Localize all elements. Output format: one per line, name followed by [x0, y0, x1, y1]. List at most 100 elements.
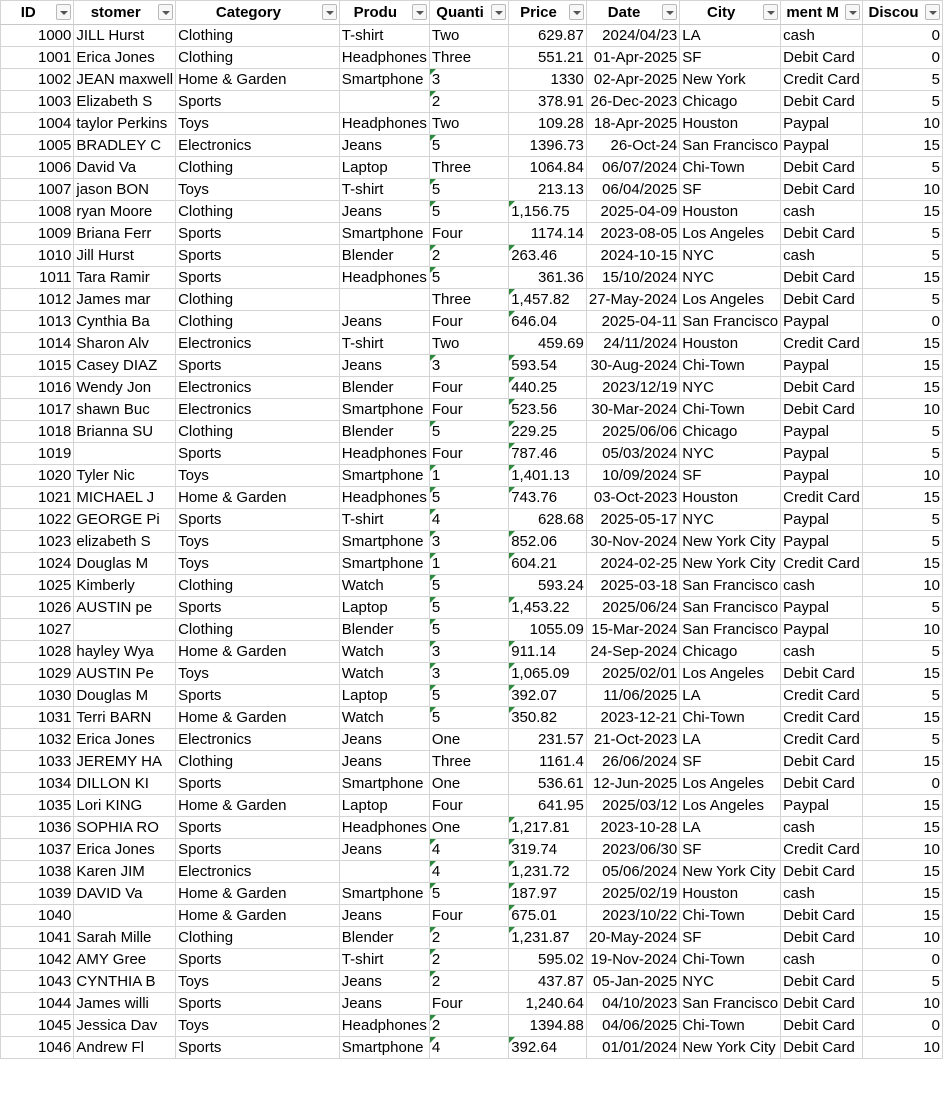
cell-category[interactable]: Clothing — [175, 288, 340, 311]
cell-product[interactable]: Headphones — [338, 266, 430, 289]
cell-customer[interactable]: GEORGE Pi — [73, 508, 177, 531]
cell-discount[interactable]: 0 — [862, 24, 943, 47]
cell-product[interactable]: T-shirt — [338, 948, 430, 971]
cell-price[interactable]: 1,457.82 — [508, 288, 587, 311]
cell-quantity[interactable]: Four — [428, 992, 510, 1015]
cell-date[interactable]: 2025-04-09 — [585, 200, 681, 223]
cell-date[interactable]: 15/10/2024 — [585, 266, 681, 289]
cell-category[interactable]: Home & Garden — [175, 68, 340, 91]
cell-product[interactable]: Headphones — [338, 112, 430, 135]
cell-discount[interactable]: 10 — [862, 464, 943, 487]
cell-date[interactable]: 2025-04-11 — [585, 310, 681, 333]
cell-price[interactable]: 593.54 — [508, 354, 587, 377]
cell-id[interactable]: 1037 — [0, 838, 75, 861]
cell-category[interactable]: Toys — [175, 178, 340, 201]
column-header-id[interactable]: ID — [0, 0, 75, 25]
column-header-product[interactable]: Produ — [338, 0, 430, 25]
cell-payment[interactable]: cash — [780, 640, 864, 663]
cell-price[interactable]: 1,217.81 — [508, 816, 587, 839]
cell-category[interactable]: Sports — [175, 838, 340, 861]
cell-product[interactable]: Jeans — [338, 134, 430, 157]
cell-payment[interactable]: Credit Card — [780, 706, 864, 729]
cell-product[interactable]: Laptop — [338, 596, 430, 619]
cell-date[interactable]: 06/07/2024 — [585, 156, 681, 179]
cell-category[interactable]: Sports — [175, 772, 340, 795]
cell-quantity[interactable]: One — [428, 816, 510, 839]
cell-quantity[interactable]: Three — [428, 288, 510, 311]
cell-payment[interactable]: Credit Card — [780, 684, 864, 707]
cell-quantity[interactable]: 1 — [428, 552, 510, 575]
cell-quantity[interactable]: 2 — [428, 926, 510, 949]
cell-discount[interactable]: 5 — [862, 68, 943, 91]
cell-discount[interactable]: 5 — [862, 596, 943, 619]
cell-product[interactable]: Smartphone — [338, 552, 430, 575]
cell-quantity[interactable]: 2 — [428, 90, 510, 113]
cell-date[interactable]: 05/03/2024 — [585, 442, 681, 465]
cell-payment[interactable]: Paypal — [780, 442, 864, 465]
cell-customer[interactable]: DILLON KI — [73, 772, 177, 795]
cell-category[interactable]: Clothing — [175, 24, 340, 47]
cell-quantity[interactable]: 5 — [428, 882, 510, 905]
cell-payment[interactable]: cash — [780, 200, 864, 223]
cell-customer[interactable]: David Va — [73, 156, 177, 179]
cell-product[interactable]: T-shirt — [338, 332, 430, 355]
cell-product[interactable]: Smartphone — [338, 398, 430, 421]
cell-customer[interactable]: BRADLEY C — [73, 134, 177, 157]
cell-quantity[interactable]: 5 — [428, 596, 510, 619]
cell-quantity[interactable]: 3 — [428, 354, 510, 377]
cell-id[interactable]: 1045 — [0, 1014, 75, 1037]
cell-discount[interactable]: 15 — [862, 882, 943, 905]
cell-price[interactable]: 263.46 — [508, 244, 587, 267]
cell-category[interactable]: Sports — [175, 244, 340, 267]
cell-id[interactable]: 1041 — [0, 926, 75, 949]
cell-discount[interactable]: 10 — [862, 178, 943, 201]
cell-date[interactable]: 12-Jun-2025 — [585, 772, 681, 795]
cell-discount[interactable]: 15 — [862, 904, 943, 927]
cell-customer[interactable]: CYNTHIA B — [73, 970, 177, 993]
cell-customer[interactable]: Briana Ferr — [73, 222, 177, 245]
cell-discount[interactable]: 10 — [862, 112, 943, 135]
cell-payment[interactable]: Debit Card — [780, 970, 864, 993]
cell-customer[interactable]: Sarah Mille — [73, 926, 177, 949]
cell-city[interactable]: San Francisco — [679, 596, 782, 619]
cell-city[interactable]: New York City — [679, 530, 782, 553]
cell-date[interactable]: 2024-10-15 — [585, 244, 681, 267]
cell-customer[interactable]: Karen JIM — [73, 860, 177, 883]
cell-quantity[interactable]: 5 — [428, 200, 510, 223]
cell-quantity[interactable]: 2 — [428, 948, 510, 971]
cell-quantity[interactable]: Two — [428, 24, 510, 47]
cell-discount[interactable]: 15 — [862, 816, 943, 839]
cell-category[interactable]: Home & Garden — [175, 706, 340, 729]
filter-dropdown-icon[interactable] — [158, 4, 174, 20]
cell-customer[interactable]: JEAN maxwell — [73, 68, 177, 91]
cell-category[interactable]: Clothing — [175, 156, 340, 179]
cell-price[interactable]: 852.06 — [508, 530, 587, 553]
cell-city[interactable]: Houston — [679, 332, 782, 355]
cell-payment[interactable]: Credit Card — [780, 332, 864, 355]
cell-payment[interactable]: Paypal — [780, 420, 864, 443]
cell-date[interactable]: 24-Sep-2024 — [585, 640, 681, 663]
cell-id[interactable]: 1031 — [0, 706, 75, 729]
filter-dropdown-icon[interactable] — [568, 4, 584, 20]
cell-quantity[interactable]: Three — [428, 156, 510, 179]
cell-id[interactable]: 1035 — [0, 794, 75, 817]
cell-category[interactable]: Sports — [175, 684, 340, 707]
cell-product[interactable]: T-shirt — [338, 178, 430, 201]
cell-city[interactable]: SF — [679, 178, 782, 201]
cell-city[interactable]: San Francisco — [679, 574, 782, 597]
cell-id[interactable]: 1046 — [0, 1036, 75, 1059]
cell-product[interactable]: Smartphone — [338, 68, 430, 91]
cell-product[interactable] — [338, 288, 430, 311]
cell-category[interactable]: Electronics — [175, 728, 340, 751]
column-header-price[interactable]: Price — [508, 0, 587, 25]
cell-price[interactable]: 392.07 — [508, 684, 587, 707]
cell-customer[interactable]: ryan Moore — [73, 200, 177, 223]
cell-id[interactable]: 1034 — [0, 772, 75, 795]
cell-city[interactable]: NYC — [679, 266, 782, 289]
cell-quantity[interactable]: One — [428, 772, 510, 795]
cell-price[interactable]: 1396.73 — [508, 134, 587, 157]
cell-discount[interactable]: 0 — [862, 46, 943, 69]
cell-discount[interactable]: 5 — [862, 530, 943, 553]
cell-product[interactable]: Laptop — [338, 794, 430, 817]
cell-city[interactable]: Los Angeles — [679, 288, 782, 311]
